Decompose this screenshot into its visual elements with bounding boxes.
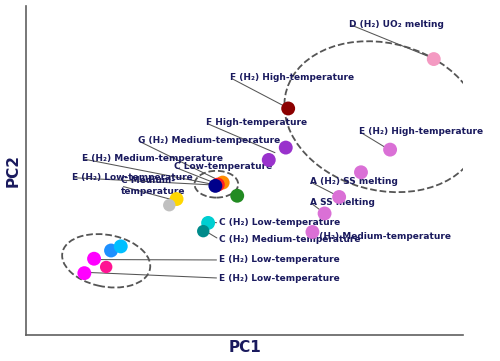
Text: A (H₂) SS melting: A (H₂) SS melting [310, 177, 398, 186]
Text: F (H₂) High-temperature: F (H₂) High-temperature [230, 73, 354, 82]
Text: E (H₂) Low-temperature: E (H₂) Low-temperature [220, 256, 340, 265]
Point [233, 193, 241, 199]
X-axis label: PC1: PC1 [228, 340, 261, 356]
Point [430, 56, 438, 62]
Point [107, 248, 115, 253]
Point [386, 147, 394, 153]
Point [102, 264, 110, 270]
Text: E (H₂) Medium-temperature: E (H₂) Medium-temperature [310, 232, 451, 242]
Point [212, 183, 220, 189]
Point [172, 196, 180, 202]
Text: C Low-temperature: C Low-temperature [174, 162, 272, 171]
Text: E (H₂) High-temperature: E (H₂) High-temperature [358, 127, 482, 136]
Point [214, 182, 222, 187]
Point [199, 228, 207, 234]
Text: E (H₂) Low-temperature: E (H₂) Low-temperature [72, 173, 193, 182]
Text: C (H₂) Medium-temperature: C (H₂) Medium-temperature [220, 235, 361, 244]
Point [282, 145, 290, 151]
Text: E (H₂) Low-temperature: E (H₂) Low-temperature [220, 274, 340, 283]
Text: C Medium-
temperature: C Medium- temperature [120, 176, 185, 196]
Point [116, 243, 124, 249]
Text: F High-temperature: F High-temperature [206, 118, 307, 127]
Point [357, 169, 365, 175]
Point [265, 157, 273, 163]
Text: D (H₂) UO₂ melting: D (H₂) UO₂ melting [349, 19, 444, 29]
Point [218, 180, 226, 186]
Point [80, 270, 88, 276]
Point [335, 194, 343, 200]
Y-axis label: PC2: PC2 [6, 154, 20, 187]
Point [308, 229, 316, 235]
Point [90, 256, 98, 262]
Text: G (H₂) Medium-temperature: G (H₂) Medium-temperature [138, 136, 280, 145]
Text: C (H₂) Low-temperature: C (H₂) Low-temperature [220, 218, 340, 227]
Text: A SS melting: A SS melting [310, 198, 375, 207]
Point [166, 202, 173, 208]
Point [284, 105, 292, 111]
Point [320, 210, 328, 216]
Text: E (H₂) Medium-temperature: E (H₂) Medium-temperature [82, 154, 223, 163]
Point [204, 220, 212, 226]
